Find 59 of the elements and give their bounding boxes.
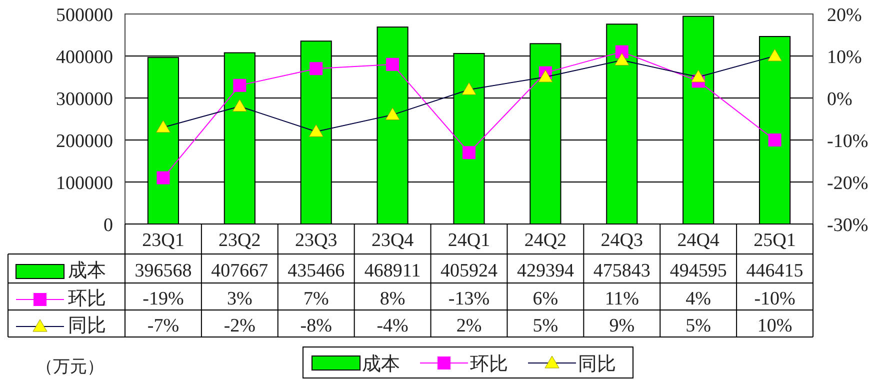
x-tick-label: 24Q2: [524, 230, 567, 251]
y-tick-label: 400000: [56, 47, 113, 68]
data-label: 8%: [380, 288, 406, 310]
y-tick-label: 100000: [56, 173, 113, 194]
data-label: 11%: [604, 288, 640, 310]
x-tick-label: 23Q2: [218, 230, 261, 251]
data-label: 3%: [227, 288, 253, 310]
data-label: 429394: [516, 260, 574, 282]
data-label: 446415: [746, 260, 804, 282]
data-label: 7%: [303, 288, 329, 310]
data-label: -13%: [448, 288, 490, 310]
data-label: 4%: [686, 288, 712, 310]
x-tick-label: 23Q3: [294, 230, 338, 251]
point: [233, 78, 246, 92]
y-tick-label: 0: [104, 215, 113, 236]
data-label: -19%: [142, 288, 184, 310]
text: （万元）: [36, 357, 104, 376]
data-label: 407667: [211, 260, 268, 282]
point: [310, 62, 323, 76]
y2-tick-label: 10%: [827, 47, 862, 68]
data-label: 405924: [440, 260, 498, 282]
data-label: -8%: [300, 316, 332, 336]
data-label: 468911: [364, 260, 421, 282]
y-tick-label: 300000: [56, 89, 113, 110]
data-label: 5%: [532, 316, 558, 336]
legend: 成本 环比 同比: [302, 346, 634, 378]
y-tick-label: 200000: [56, 131, 113, 152]
data-label: 9%: [609, 316, 635, 336]
y2-tick-label: -10%: [827, 131, 868, 152]
data-label: 2%: [456, 316, 482, 336]
data-label: -7%: [147, 316, 180, 336]
y2-tick-label: -30%: [827, 215, 868, 236]
data-label: -10%: [754, 288, 796, 310]
point: [768, 134, 782, 146]
data-label: 475843: [593, 260, 650, 282]
data-label: 494595: [670, 260, 727, 282]
point: [386, 58, 400, 71]
data-label: 5%: [686, 316, 712, 336]
data-label: 396568: [134, 260, 192, 282]
legend-label: 成本: [68, 260, 106, 282]
x-tick-label: 24Q4: [677, 230, 720, 251]
y2-tick-label: 20%: [827, 5, 862, 26]
data-label: 10%: [757, 316, 792, 336]
data-label: -2%: [224, 316, 256, 336]
legend-label: 环比: [68, 288, 106, 310]
legend-label: 同比: [68, 316, 106, 336]
point: [156, 171, 170, 184]
data-label: 435466: [288, 260, 345, 282]
y2-tick-label: 0%: [827, 89, 852, 110]
x-tick-label: 23Q1: [142, 230, 184, 251]
point: [462, 146, 476, 160]
y-tick-label: 500000: [56, 5, 113, 26]
x-tick-label: 24Q3: [600, 230, 644, 251]
x-tick-label: 24Q1: [448, 230, 490, 251]
data-label: 6%: [532, 288, 558, 310]
y2-tick-label: -20%: [827, 173, 868, 194]
x-tick-label: 25Q1: [754, 230, 796, 251]
data-label: -4%: [376, 316, 409, 336]
x-tick-label: 23Q4: [371, 230, 414, 251]
